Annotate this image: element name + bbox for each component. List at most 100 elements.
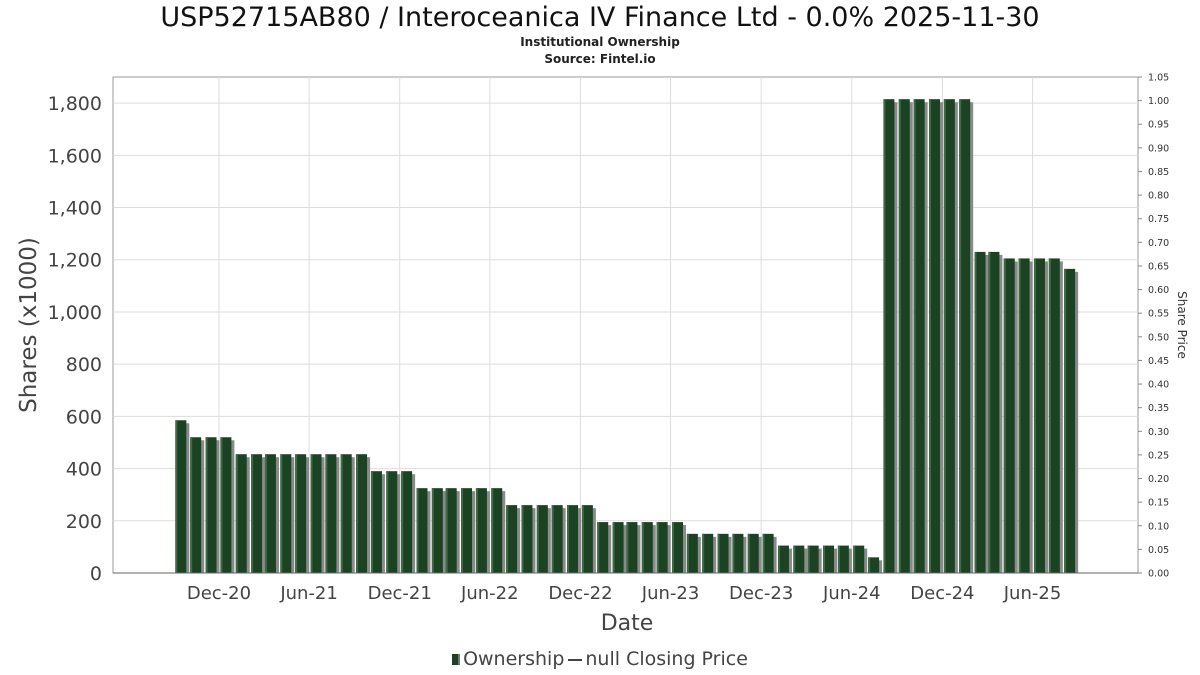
bar-highlight	[793, 545, 796, 573]
bar-highlight	[928, 99, 931, 573]
ownership-bar	[461, 488, 473, 573]
x-axis-title: Date	[601, 611, 654, 636]
y2-tick-label: 0.55	[1148, 309, 1169, 320]
y-tick-label: 1,600	[48, 145, 102, 167]
bar-highlight	[280, 454, 283, 573]
bar-highlight	[551, 505, 554, 573]
bar-highlight	[702, 533, 705, 573]
x-tick-label: Dec-21	[368, 583, 432, 604]
bar-highlight	[1064, 268, 1067, 573]
bar-highlight	[959, 99, 962, 573]
ownership-bar	[190, 437, 202, 573]
bar-highlight	[1048, 258, 1051, 573]
ownership-bar	[928, 99, 940, 573]
bar-highlight	[581, 505, 584, 573]
bar-highlight	[807, 545, 810, 573]
ownership-bar	[1003, 258, 1015, 573]
bar-highlight	[310, 454, 313, 573]
ownership-bar	[340, 454, 352, 573]
bar-highlight	[853, 545, 856, 573]
ownership-bar	[837, 545, 849, 573]
chart-source: Source: Fintel.io	[544, 52, 656, 66]
bar-highlight	[340, 454, 343, 573]
y-tick-label: 1,800	[48, 93, 102, 115]
ownership-bar	[551, 505, 563, 573]
y2-tick-label: 0.95	[1148, 120, 1169, 131]
ownership-bar	[732, 533, 744, 573]
ownership-bar	[988, 251, 1000, 573]
x-tick-label: Dec-24	[910, 583, 974, 604]
ownership-bar	[641, 522, 653, 573]
bar-highlight	[626, 522, 629, 573]
ownership-bar	[747, 533, 759, 573]
bar-highlight	[506, 505, 509, 573]
y2-tick-label: 0.35	[1148, 403, 1169, 414]
bar-highlight	[190, 437, 193, 573]
chart-subtitle: Institutional Ownership	[520, 35, 680, 49]
ownership-bar	[898, 99, 910, 573]
ownership-bar	[702, 533, 714, 573]
bar-highlight	[370, 471, 373, 573]
bar-highlight	[837, 545, 840, 573]
y2-tick-label: 0.40	[1148, 380, 1169, 391]
bar-highlight	[717, 533, 720, 573]
ownership-bar	[853, 545, 865, 573]
y-axis-title: Shares (x1000)	[16, 237, 42, 413]
bar-highlight	[1033, 258, 1036, 573]
bar-highlight	[235, 454, 238, 573]
x-tick-label: Dec-22	[548, 583, 612, 604]
bar-highlight	[445, 488, 448, 573]
legend-price-label: null Closing Price	[585, 648, 748, 670]
ownership-bar	[280, 454, 292, 573]
bar-highlight	[641, 522, 644, 573]
y-tick-label: 0	[90, 563, 102, 585]
bar-highlight	[943, 99, 946, 573]
ownership-bar	[220, 437, 232, 573]
bar-highlight	[747, 533, 750, 573]
bar-highlight	[732, 533, 735, 573]
ownership-bar	[823, 545, 835, 573]
y2-tick-label: 0.80	[1148, 191, 1169, 202]
ownership-bar	[356, 454, 368, 573]
bar-highlight	[295, 454, 298, 573]
ownership-bar	[536, 505, 548, 573]
bar-highlight	[220, 437, 223, 573]
y-tick-label: 400	[66, 459, 102, 481]
bar-highlight	[461, 488, 464, 573]
bar-highlight	[401, 471, 404, 573]
bar-highlight	[823, 545, 826, 573]
bar-highlight	[612, 522, 615, 573]
ownership-bar	[762, 533, 774, 573]
ownership-bar	[295, 454, 307, 573]
x-tick-label: Dec-20	[187, 583, 251, 604]
bar-highlight	[175, 420, 178, 573]
bar-highlight	[762, 533, 765, 573]
ownership-bar	[431, 488, 443, 573]
y2-tick-label: 0.20	[1148, 474, 1169, 485]
bar-highlight	[521, 505, 524, 573]
y2-tick-label: 0.65	[1148, 261, 1169, 272]
y2-tick-label: 1.00	[1148, 96, 1169, 107]
bar-highlight	[536, 505, 539, 573]
ownership-bar	[310, 454, 322, 573]
y-tick-label: 1,000	[48, 302, 102, 324]
y2-tick-label: 0.50	[1148, 332, 1169, 343]
y2-tick-label: 0.10	[1148, 521, 1169, 532]
chart-title: USP52715AB80 / Interoceanica IV Finance …	[160, 2, 1040, 33]
x-tick-label: Jun-24	[822, 583, 881, 604]
ownership-bar	[506, 505, 518, 573]
ownership-bar	[807, 545, 819, 573]
ownership-bar	[401, 471, 413, 573]
bar-highlight	[386, 471, 389, 573]
ownership-bar	[913, 99, 925, 573]
chart-legend: Ownership null Closing Price	[0, 648, 1200, 670]
y-tick-label: 600	[66, 406, 102, 428]
ownership-bar	[777, 545, 789, 573]
ownership-bar	[686, 533, 698, 573]
bar-highlight	[777, 545, 780, 573]
y2-tick-label: 1.05	[1148, 73, 1169, 84]
ownership-bar	[1064, 268, 1076, 573]
bar-highlight	[656, 522, 659, 573]
ownership-bar	[567, 505, 579, 573]
